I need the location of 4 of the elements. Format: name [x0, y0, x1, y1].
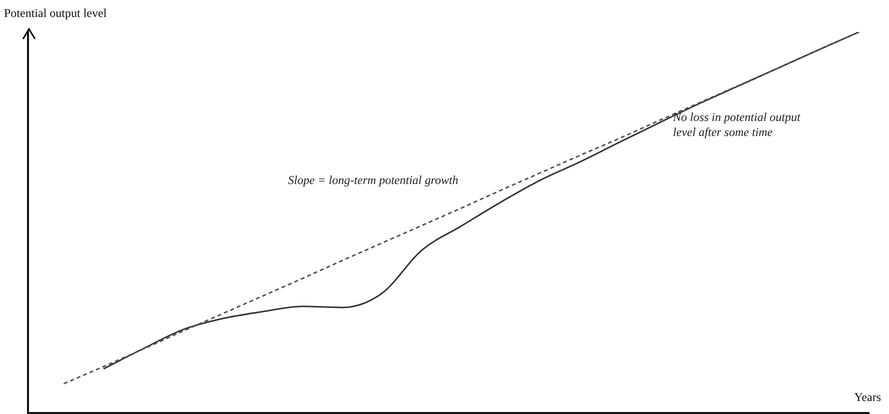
annotation: Slope = long-term potential growth: [288, 173, 458, 188]
annotation: No loss in potential output level after some time: [673, 110, 801, 140]
x-axis-title: Years: [854, 390, 881, 405]
y-axis-title: Potential output level: [4, 6, 107, 21]
